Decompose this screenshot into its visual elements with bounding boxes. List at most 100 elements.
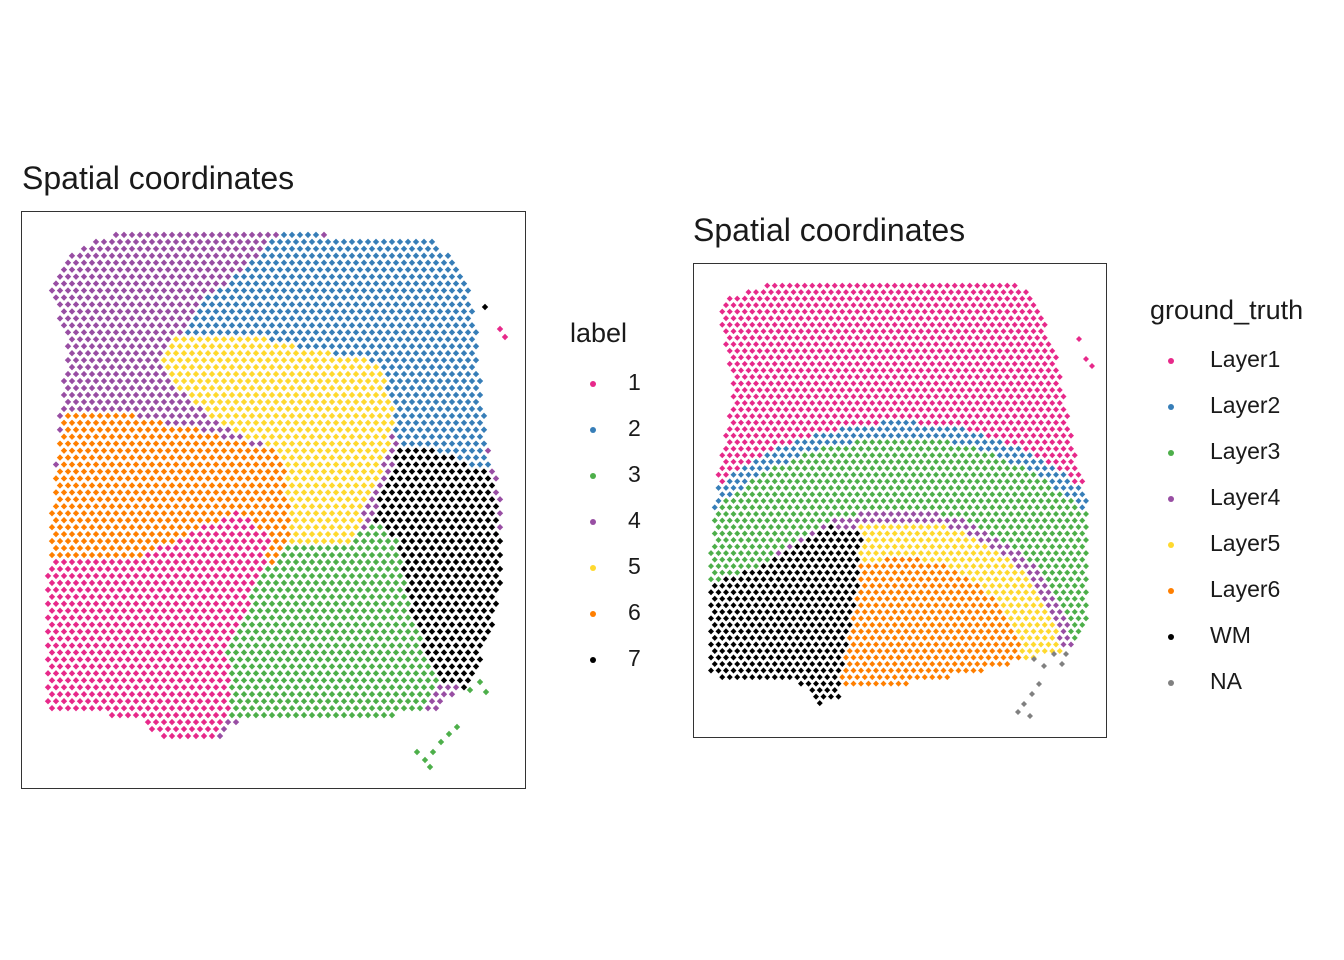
chart1-spot — [96, 440, 104, 447]
chart2-spot — [895, 432, 902, 439]
chart1-spot — [224, 718, 232, 726]
chart1-spot — [136, 691, 144, 698]
chart1-spot — [480, 440, 488, 447]
chart1-spot — [372, 517, 380, 524]
chart1-spot — [100, 614, 108, 621]
chart2-spot — [1011, 308, 1018, 315]
chart1-spot — [372, 391, 380, 399]
chart2-spot — [741, 439, 748, 446]
chart1-spot — [400, 370, 408, 378]
chart1-spot — [172, 530, 180, 538]
chart1-spot — [288, 593, 296, 600]
chart2-spot — [1000, 406, 1007, 413]
chart1-spot — [272, 454, 280, 461]
chart2-spot — [854, 308, 861, 315]
chart2-spot — [978, 315, 984, 322]
chart1-spot — [168, 537, 176, 545]
chart1-spot — [248, 663, 256, 670]
chart1-spot — [376, 691, 384, 698]
chart1-spot — [372, 363, 380, 371]
chart1-spot — [188, 517, 196, 524]
chart1-spot — [144, 593, 152, 600]
chart1-spot — [236, 489, 244, 496]
chart1-spot — [88, 551, 96, 559]
chart2-spot — [1004, 452, 1011, 459]
chart2-spot — [959, 373, 966, 380]
chart1-spot — [204, 350, 212, 357]
chart1-spot — [380, 530, 388, 538]
chart1-spot — [192, 718, 200, 726]
chart1-spot — [64, 663, 72, 670]
chart1-spot — [480, 537, 488, 545]
chart1-spot — [240, 496, 248, 503]
chart1-spot — [76, 614, 84, 621]
chart1-spot — [436, 698, 444, 705]
chart1-spot — [460, 503, 468, 510]
chart1-spot — [432, 579, 440, 587]
chart2-spot — [861, 413, 868, 420]
chart2-spot — [910, 380, 917, 387]
chart1-spot — [156, 461, 164, 468]
chart2-spot — [955, 432, 962, 439]
chart1-spot — [436, 517, 444, 524]
chart1-spot — [232, 524, 240, 531]
chart1-spot — [260, 489, 268, 496]
chart1-spot — [472, 621, 480, 628]
chart2-spot — [963, 380, 969, 387]
chart1-spot — [456, 301, 464, 308]
chart2-spot — [884, 386, 891, 393]
chart1-spot — [316, 350, 324, 357]
chart2-spot — [839, 452, 846, 459]
chart2-spot — [925, 367, 932, 374]
chart1-spot — [344, 412, 352, 420]
chart1-spot — [400, 510, 408, 517]
chart1-spot — [168, 732, 176, 740]
chart1-spot — [268, 670, 276, 677]
chart1-spot — [200, 621, 208, 628]
chart1-spot — [328, 510, 336, 517]
chart1-spot — [208, 482, 216, 489]
chart1-spot — [140, 461, 148, 468]
chart1-spot — [160, 329, 168, 336]
chart2-spot — [835, 328, 842, 335]
chart1-spot — [396, 280, 404, 287]
chart1-spot — [100, 391, 108, 399]
chart1-spot — [96, 607, 104, 614]
chart1-spot — [312, 593, 320, 600]
chart1-spot — [388, 489, 396, 496]
chart1-spot — [420, 544, 428, 552]
chart2-spot — [996, 413, 1003, 420]
chart1-spot — [356, 405, 364, 413]
chart2-spot — [899, 413, 906, 420]
chart1-spot — [200, 259, 208, 266]
chart1-spot — [328, 704, 336, 712]
chart1-spot — [384, 704, 392, 712]
chart1-spot — [284, 405, 292, 413]
chart1-spot — [284, 391, 292, 399]
chart1-spot — [356, 684, 364, 691]
chart1-spot — [308, 405, 316, 413]
chart2-spot — [846, 282, 853, 289]
chart1-spot — [132, 558, 140, 566]
chart2-spot — [779, 360, 786, 367]
chart1-spot — [312, 468, 320, 475]
chart1-spot — [300, 670, 308, 677]
chart2-spot — [929, 452, 936, 459]
chart1-spot — [84, 266, 92, 273]
chart1-spot — [456, 551, 464, 559]
chart1-spot — [152, 649, 160, 656]
chart1-spot — [264, 677, 272, 684]
chart1-spot — [160, 454, 168, 461]
chart1-spot — [416, 301, 424, 308]
chart2-spot — [1064, 452, 1071, 459]
chart1-spot — [144, 273, 152, 280]
chart1-spot-canvas — [44, 231, 509, 771]
chart1-spot — [476, 503, 484, 510]
chart1-spot — [68, 489, 76, 496]
chart1-spot — [168, 245, 176, 252]
chart1-spot — [280, 273, 288, 280]
chart1-spot — [84, 544, 92, 552]
chart2-spot — [813, 419, 819, 426]
chart1-spot — [432, 524, 440, 531]
chart2-spot — [1019, 400, 1026, 407]
